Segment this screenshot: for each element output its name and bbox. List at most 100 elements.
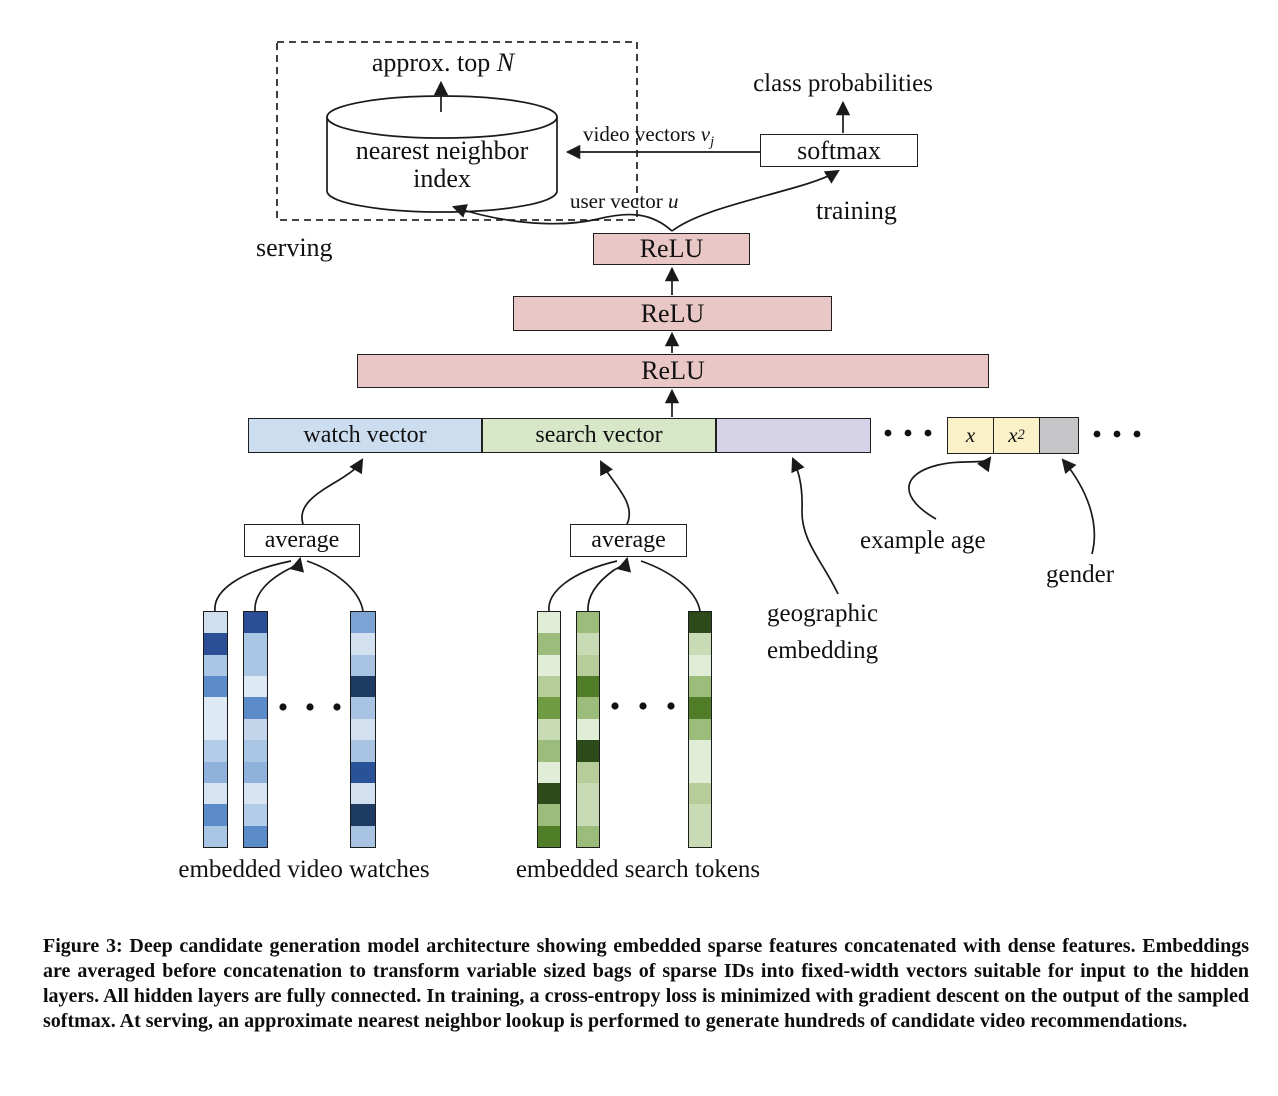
arrow-average-to-watch bbox=[301, 458, 364, 525]
embedding-cell bbox=[244, 804, 267, 826]
embedding-cell bbox=[351, 654, 375, 677]
embedding-cell bbox=[577, 633, 599, 655]
embedding-cell bbox=[351, 633, 375, 655]
x-squared-exponent: 2 bbox=[1017, 427, 1025, 443]
embedding-cell bbox=[351, 612, 375, 634]
embedding-cell bbox=[577, 676, 599, 698]
embedding-cell bbox=[351, 740, 375, 762]
embedding-cell bbox=[577, 804, 599, 826]
relu-label: ReLU bbox=[639, 234, 704, 263]
embedding-cell bbox=[204, 740, 227, 762]
embedding-cell bbox=[689, 804, 711, 826]
user-vector-math-u: u bbox=[667, 189, 679, 213]
embedding-cell bbox=[244, 825, 267, 847]
embedding-cell bbox=[538, 825, 560, 847]
embedding-cell bbox=[538, 740, 560, 762]
fan-video-1 bbox=[214, 560, 292, 612]
embedding-cell bbox=[689, 676, 711, 698]
embedding-cell bbox=[351, 782, 375, 805]
average-box-watch: average bbox=[244, 524, 360, 557]
x-squared-base: x bbox=[1008, 423, 1018, 447]
embedding-cell bbox=[204, 782, 227, 805]
embedding-cell bbox=[689, 633, 711, 655]
embedding-cell bbox=[577, 697, 599, 719]
approx-top-text: approx. top bbox=[371, 48, 497, 77]
embedding-cell bbox=[689, 718, 711, 741]
embedding-cell bbox=[204, 676, 227, 698]
embedding-cell bbox=[244, 633, 267, 655]
embedding-cell bbox=[351, 761, 375, 783]
gender-label: gender bbox=[1046, 561, 1115, 588]
embedding-cell bbox=[244, 718, 267, 741]
embedding-cell bbox=[351, 804, 375, 826]
relu-layer-3: ReLU bbox=[593, 233, 750, 265]
fan-video-3 bbox=[306, 560, 364, 612]
fan-video-2 bbox=[254, 556, 305, 612]
nn-index-line1: nearest neighbor bbox=[355, 136, 529, 165]
embedding-cell bbox=[577, 654, 599, 677]
embedding-cell bbox=[538, 612, 560, 634]
nearest-neighbor-cylinder bbox=[326, 95, 558, 213]
user-vector-text: user vector bbox=[570, 189, 668, 213]
video-vectors-sub-j: j bbox=[710, 134, 715, 151]
embedding-cell bbox=[204, 761, 227, 783]
embedding-cell bbox=[689, 782, 711, 805]
embedding-cell bbox=[577, 740, 599, 762]
geographic-line1: geographic bbox=[767, 600, 879, 627]
average-box-search: average bbox=[570, 524, 687, 557]
embedding-cell bbox=[538, 761, 560, 783]
serving-label: serving bbox=[256, 233, 333, 262]
serving-dashed-box bbox=[276, 41, 638, 221]
geographic-embedding-label: geographic embedding bbox=[767, 595, 878, 669]
search-vector-label: search vector bbox=[535, 422, 663, 448]
search-embedding-column-3 bbox=[688, 611, 712, 848]
embedding-cell bbox=[577, 825, 599, 847]
embedding-cell bbox=[689, 825, 711, 847]
embedding-cell bbox=[577, 782, 599, 805]
user-vector-label: user vector u bbox=[570, 189, 678, 214]
arrow-average-to-search bbox=[599, 460, 630, 525]
embedding-cell bbox=[577, 612, 599, 634]
embedding-cell bbox=[244, 676, 267, 698]
embedding-cell bbox=[204, 612, 227, 634]
figure-caption: Figure 3: Deep candidate generation mode… bbox=[43, 935, 1249, 1032]
average-label: average bbox=[591, 527, 666, 553]
arrow-training-path bbox=[671, 169, 840, 232]
geographic-line2: embedding bbox=[767, 637, 879, 664]
embedding-cell bbox=[351, 676, 375, 698]
embedding-cell bbox=[538, 718, 560, 741]
video-embedding-column-1 bbox=[203, 611, 228, 848]
nn-index-line2: index bbox=[413, 164, 471, 193]
embedding-cell bbox=[689, 697, 711, 719]
embedding-cell bbox=[538, 654, 560, 677]
diagram-arrows bbox=[214, 80, 1096, 612]
gender-segment bbox=[1039, 417, 1079, 454]
ellipsis-dots bbox=[279, 429, 1141, 711]
watch-vector-label: watch vector bbox=[303, 422, 427, 448]
class-probabilities-label: class probabilities bbox=[753, 70, 933, 97]
embedding-cell bbox=[244, 697, 267, 719]
video-vectors-math-v: v bbox=[700, 122, 711, 146]
embedding-cell bbox=[204, 825, 227, 847]
embedding-cell bbox=[689, 612, 711, 634]
video-embedding-column-2 bbox=[243, 611, 268, 848]
fan-search-2 bbox=[587, 556, 632, 612]
average-label: average bbox=[264, 527, 340, 553]
watch-vector-segment: watch vector bbox=[248, 418, 482, 453]
embedding-cell bbox=[577, 761, 599, 783]
embedding-cell bbox=[689, 761, 711, 783]
embedding-cell bbox=[244, 612, 267, 634]
embedding-cell bbox=[244, 761, 267, 783]
embedding-cell bbox=[538, 804, 560, 826]
search-embedding-column-1 bbox=[537, 611, 561, 848]
video-vectors-label: video vectors vj bbox=[583, 122, 714, 151]
fan-search-3 bbox=[640, 560, 701, 612]
geographic-embedding-segment bbox=[716, 418, 871, 453]
softmax-label: softmax bbox=[797, 135, 881, 165]
embedding-cell bbox=[244, 782, 267, 805]
embedded-video-watches-label: embedded video watches bbox=[178, 856, 430, 883]
arrow-example-age bbox=[908, 456, 992, 520]
